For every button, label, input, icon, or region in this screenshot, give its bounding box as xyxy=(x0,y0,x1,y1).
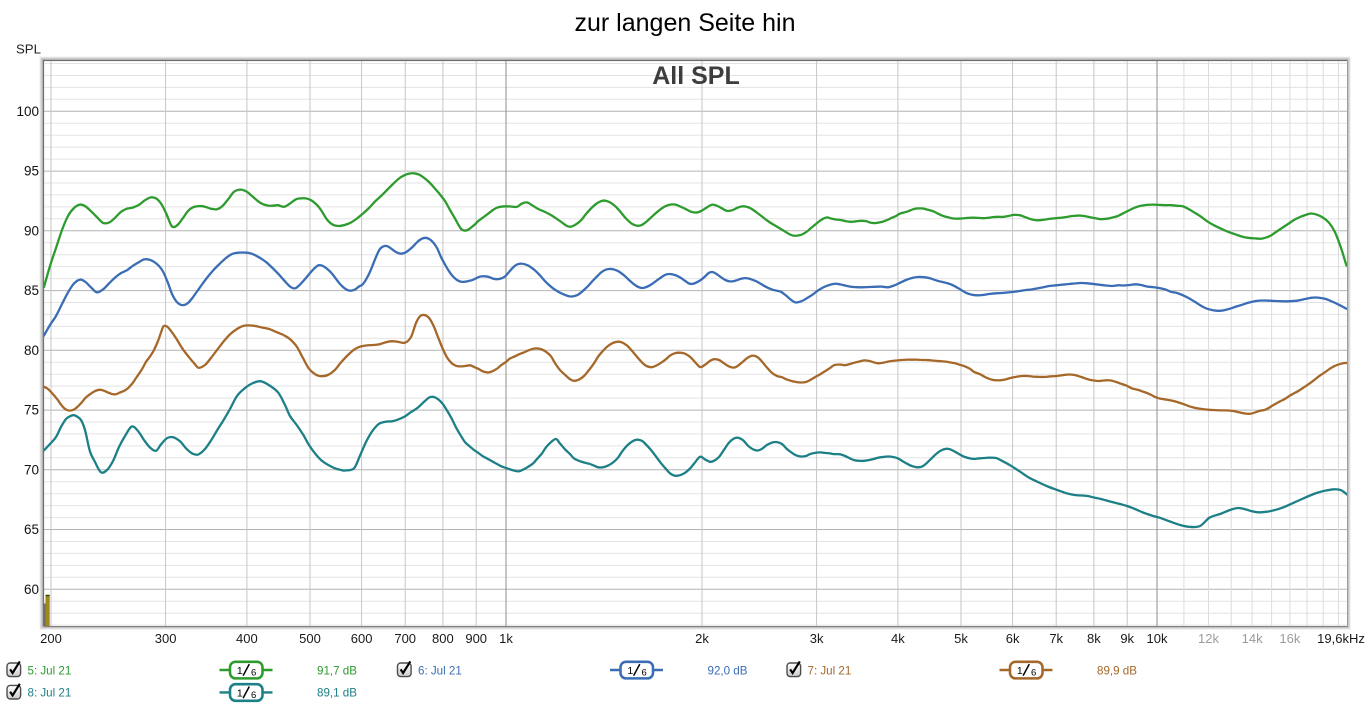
svg-text:16k: 16k xyxy=(1279,631,1300,646)
svg-text:6: 6 xyxy=(641,667,646,678)
svg-text:2k: 2k xyxy=(695,631,709,646)
svg-text:7: Jul 21: 7: Jul 21 xyxy=(808,664,852,677)
svg-text:19,6kHz: 19,6kHz xyxy=(1317,631,1365,646)
svg-text:6: 6 xyxy=(1031,667,1036,678)
svg-text:60: 60 xyxy=(24,582,39,597)
svg-text:1: 1 xyxy=(237,665,243,677)
svg-text:1: 1 xyxy=(237,687,243,699)
svg-text:5k: 5k xyxy=(954,631,968,646)
svg-text:800: 800 xyxy=(432,631,454,646)
svg-text:10k: 10k xyxy=(1147,631,1168,646)
svg-text:8k: 8k xyxy=(1087,631,1101,646)
svg-text:65: 65 xyxy=(24,522,39,537)
svg-text:200: 200 xyxy=(40,631,62,646)
svg-text:5: Jul 21: 5: Jul 21 xyxy=(28,664,72,677)
svg-text:700: 700 xyxy=(394,631,416,646)
svg-text:300: 300 xyxy=(155,631,177,646)
svg-text:900: 900 xyxy=(465,631,487,646)
svg-text:6: Jul 21: 6: Jul 21 xyxy=(418,664,462,677)
svg-text:400: 400 xyxy=(236,631,258,646)
svg-text:90: 90 xyxy=(24,223,39,238)
svg-text:1k: 1k xyxy=(499,631,513,646)
svg-text:1: 1 xyxy=(1017,665,1023,677)
svg-text:70: 70 xyxy=(24,462,39,477)
svg-text:6: 6 xyxy=(251,667,256,678)
svg-text:89,9 dB: 89,9 dB xyxy=(1097,664,1137,677)
svg-text:91,7 dB: 91,7 dB xyxy=(317,664,357,677)
svg-text:80: 80 xyxy=(24,343,39,358)
svg-text:89,1 dB: 89,1 dB xyxy=(317,687,357,700)
svg-text:6k: 6k xyxy=(1006,631,1020,646)
svg-text:95: 95 xyxy=(24,164,39,179)
svg-text:75: 75 xyxy=(24,403,39,418)
svg-text:All SPL: All SPL xyxy=(652,62,740,90)
svg-text:85: 85 xyxy=(24,283,39,298)
svg-text:92,0 dB: 92,0 dB xyxy=(708,664,748,677)
svg-text:600: 600 xyxy=(351,631,373,646)
svg-text:zur langen Seite hin: zur langen Seite hin xyxy=(575,9,796,37)
svg-text:8: Jul 21: 8: Jul 21 xyxy=(28,687,72,700)
svg-text:4k: 4k xyxy=(891,631,905,646)
svg-text:6: 6 xyxy=(251,690,256,701)
svg-text:1: 1 xyxy=(627,665,633,677)
svg-text:14k: 14k xyxy=(1242,631,1263,646)
svg-text:100: 100 xyxy=(16,104,39,119)
svg-text:500: 500 xyxy=(299,631,321,646)
svg-text:SPL: SPL xyxy=(16,42,41,57)
svg-text:12k: 12k xyxy=(1198,631,1219,646)
svg-text:9k: 9k xyxy=(1120,631,1134,646)
svg-text:3k: 3k xyxy=(810,631,824,646)
svg-text:7k: 7k xyxy=(1049,631,1063,646)
